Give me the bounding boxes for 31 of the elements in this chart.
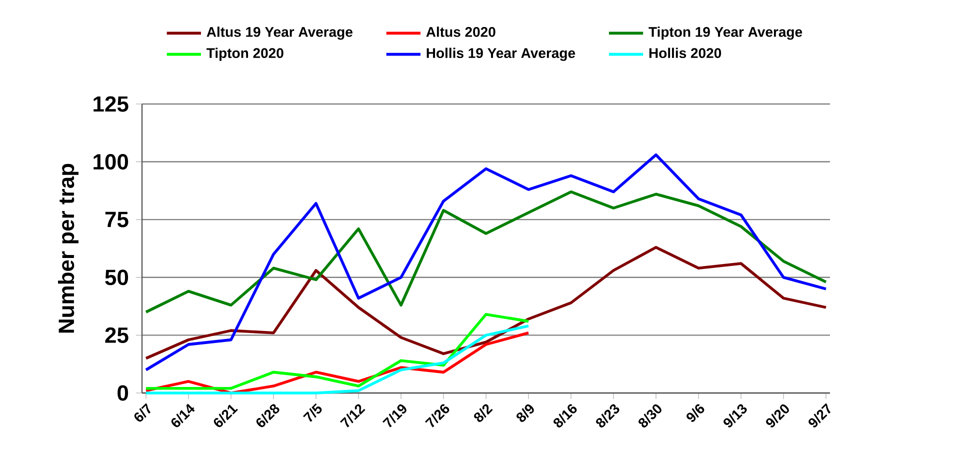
legend-label: Tipton 2020 <box>206 48 284 61</box>
y-tick-label: 50 <box>105 270 128 286</box>
legend-label: Hollis 19 Year Average <box>426 48 576 61</box>
x-tick-label: 7/12 <box>340 404 366 428</box>
x-tick-label: 6/21 <box>214 404 238 428</box>
y-axis-title: Number per trap <box>58 164 78 333</box>
x-tick-label: 8/16 <box>554 404 577 428</box>
y-tick-label: 75 <box>105 212 128 228</box>
line-series <box>144 190 828 314</box>
x-tick-label: 8/30 <box>638 404 662 428</box>
y-tick-label: 100 <box>94 154 128 170</box>
x-tick-label: 7/5 <box>303 403 322 422</box>
x-tick-label: 8/2 <box>474 404 493 422</box>
x-tick-label: 8/9 <box>516 404 534 422</box>
y-tick-label: 25 <box>105 327 128 343</box>
legend-label: Hollis 2020 <box>649 48 722 58</box>
x-tick-label: 9/20 <box>766 404 789 428</box>
line-series <box>144 153 828 372</box>
x-tick-label: 9/6 <box>686 404 704 422</box>
x-tick-label: 8/23 <box>596 404 620 428</box>
legend-label: Altus 2020 <box>426 26 496 37</box>
legend-label: Altus 19 Year Average <box>206 26 352 40</box>
y-tick-label: 0 <box>118 385 128 401</box>
x-tick-label: 6/28 <box>256 404 280 428</box>
x-tick-label: 6/7 <box>134 403 151 422</box>
x-tick-label: 7/19 <box>382 404 406 428</box>
y-tick-label: 125 <box>94 96 128 112</box>
x-tick-label: 7/26 <box>425 404 450 428</box>
legend-label: Tipton 19 Year Average <box>648 26 802 40</box>
line-series <box>144 246 828 360</box>
x-tick-label: 9/13 <box>724 404 747 428</box>
